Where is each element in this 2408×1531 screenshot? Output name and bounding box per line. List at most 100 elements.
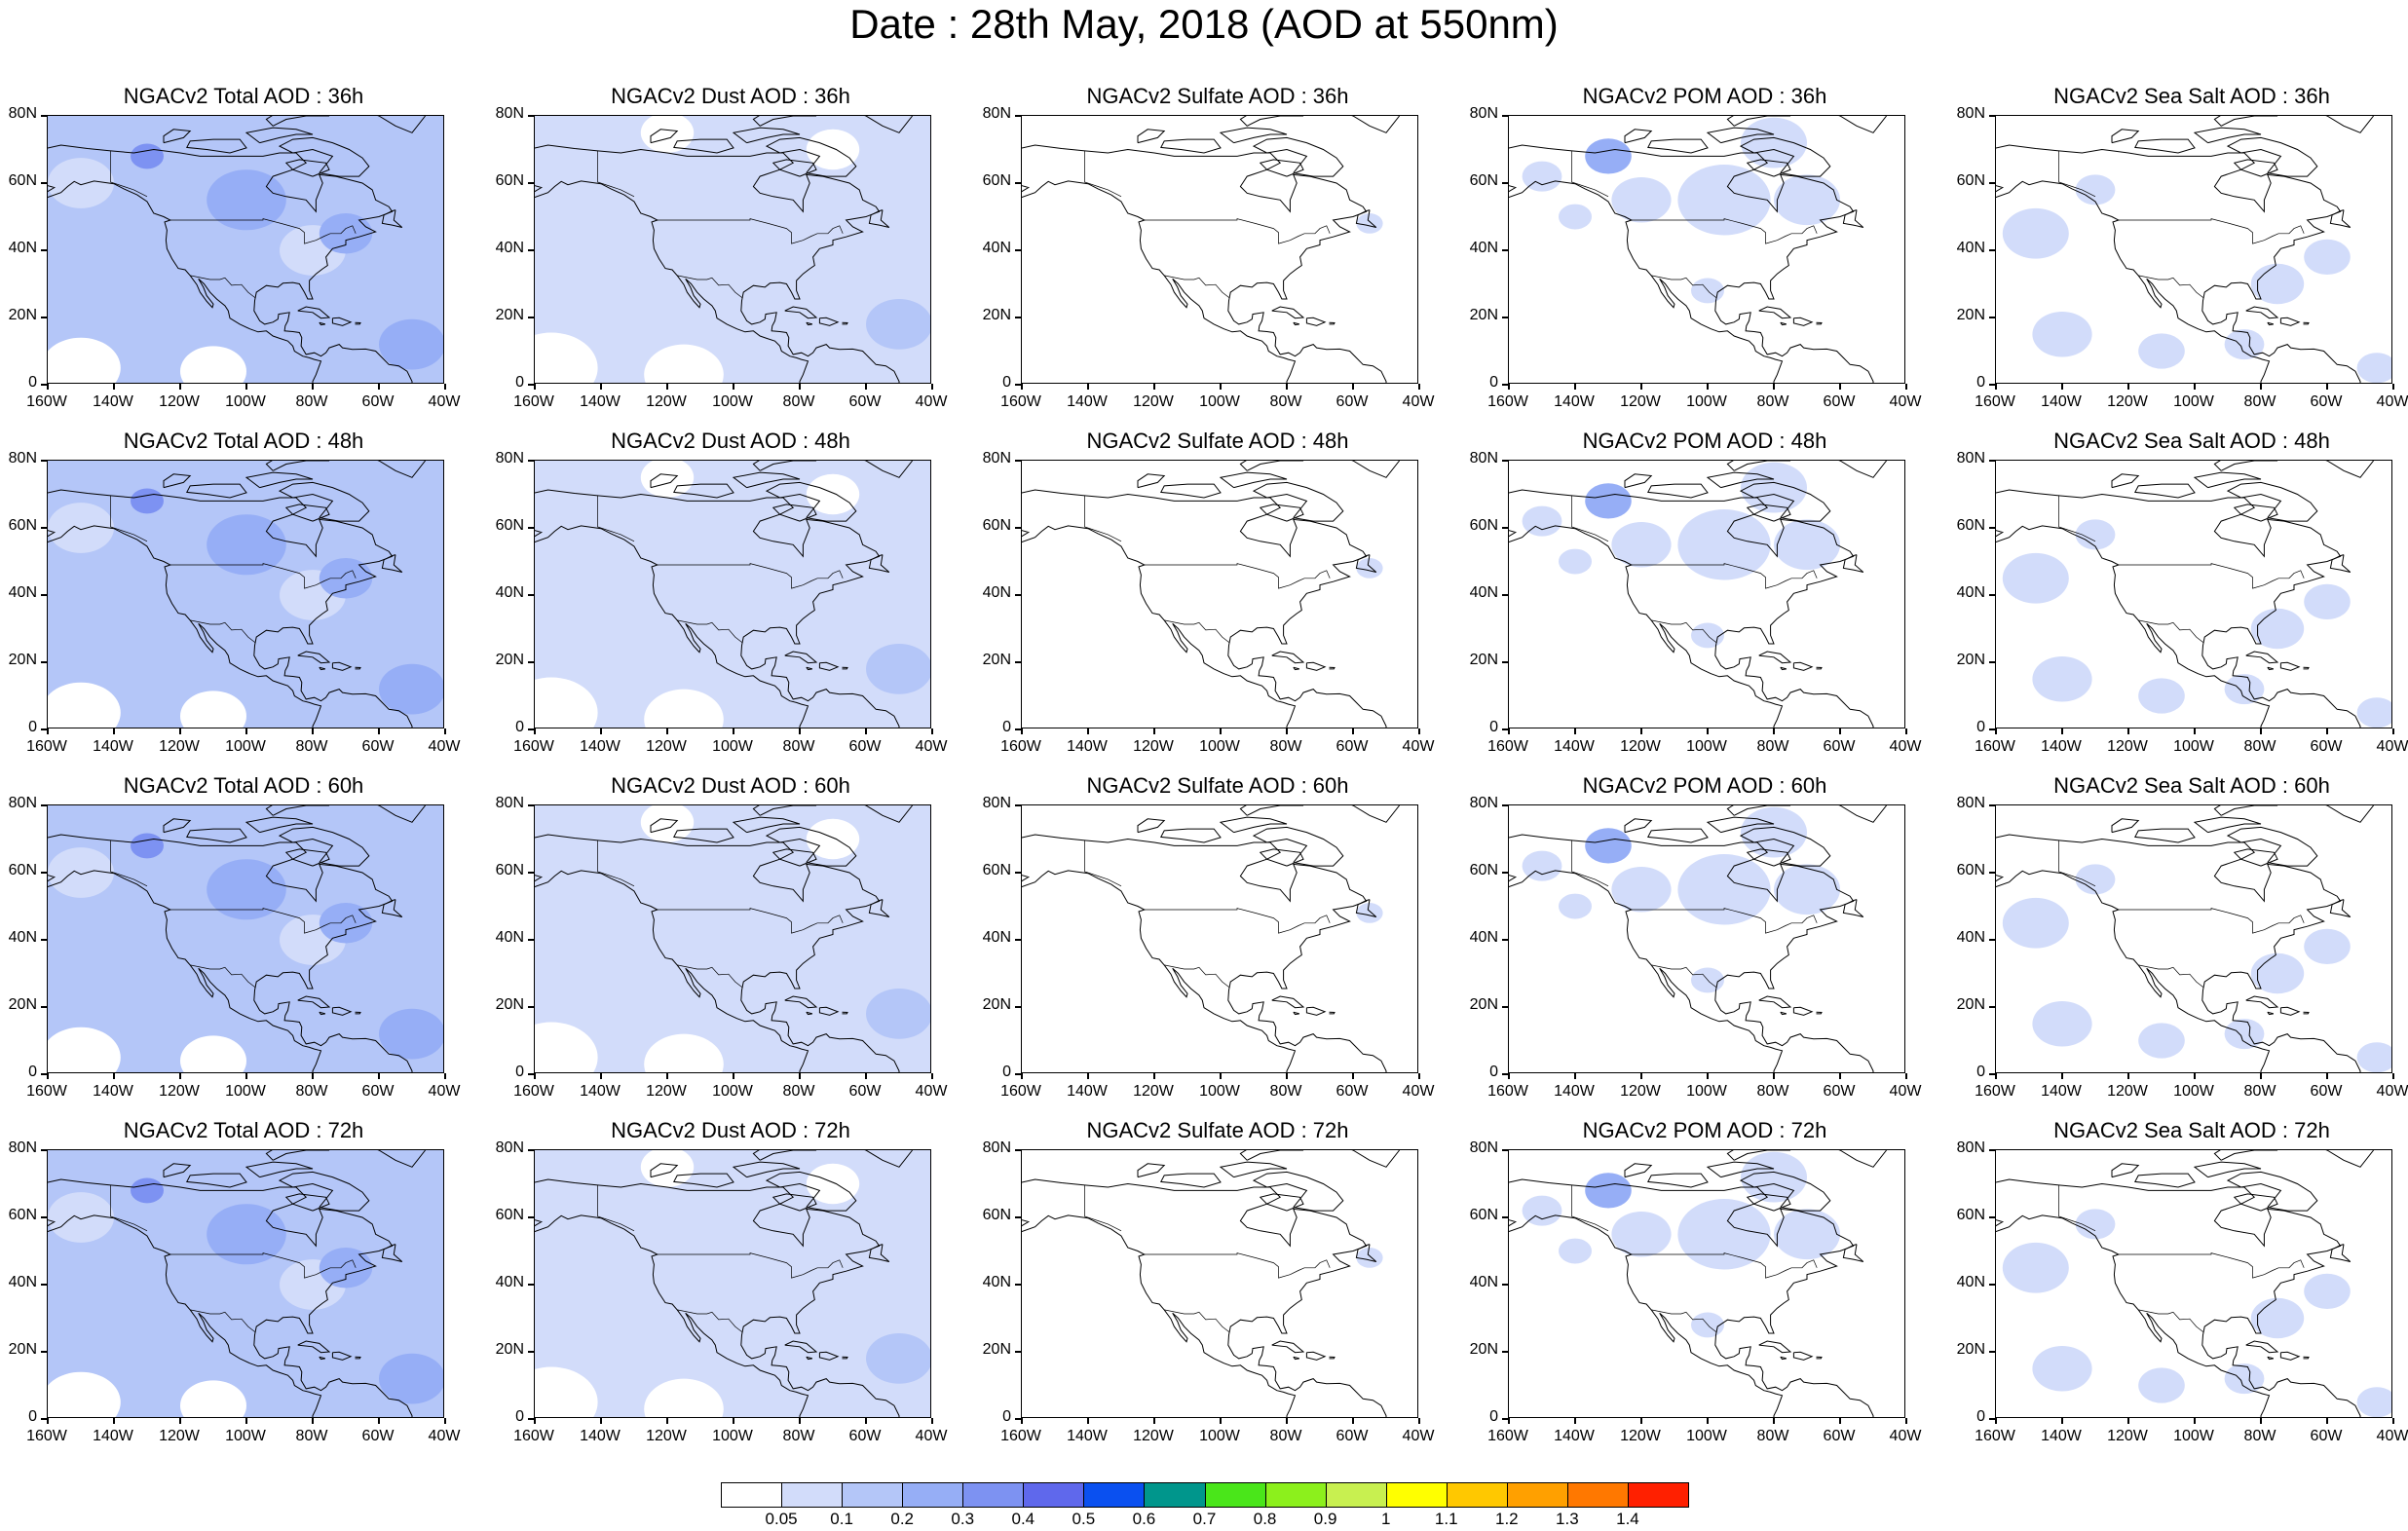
aod-shading-patch — [319, 558, 373, 599]
latitude-tick — [1015, 1073, 1021, 1075]
island-outline — [297, 995, 331, 1009]
island-outline — [278, 481, 370, 522]
coastline — [1022, 1178, 1387, 1417]
island-outline — [319, 1011, 326, 1016]
country-border — [677, 964, 743, 988]
longitude-tick-label: 40W — [1889, 738, 1922, 755]
colorbar-swatch — [1204, 1482, 1266, 1508]
map-frame — [1021, 1149, 1418, 1418]
coastline — [48, 489, 413, 728]
map-frame — [1508, 460, 1905, 728]
island-outline — [1838, 805, 1887, 823]
coastline — [535, 144, 900, 383]
country-border — [190, 1309, 256, 1332]
latitude-tick — [41, 527, 47, 529]
longitude-tick — [1352, 1418, 1354, 1424]
island-outline — [1780, 1011, 1787, 1016]
aod-shading-patch — [48, 158, 114, 208]
coastline — [1509, 489, 1874, 728]
longitude-tick-label: 100W — [1199, 393, 1240, 410]
longitude-tick-label: 80W — [782, 1083, 815, 1100]
latitude-tick — [528, 182, 534, 184]
latitude-tick — [41, 1418, 47, 1420]
latitude-tick — [1989, 115, 1995, 117]
aod-shading-patch — [180, 346, 246, 383]
longitude-tick-label: 80W — [1269, 1428, 1302, 1444]
longitude-tick — [245, 1418, 247, 1424]
longitude-tick — [1418, 1418, 1420, 1424]
island-outline — [842, 666, 848, 670]
island-outline — [1624, 473, 1653, 489]
aod-shading-patch — [1774, 1209, 1840, 1260]
latitude-tick-label: 40N — [1956, 584, 1985, 601]
map-panel: NGACv2 Dust AOD : 60h 80N 60N 40N 20N 0 160W 14… — [487, 773, 974, 1108]
coastline — [1509, 1178, 1874, 1417]
aod-shading-patch — [866, 989, 930, 1039]
longitude-tick-label: 100W — [2173, 393, 2214, 410]
latitude-tick-label: 60N — [8, 517, 37, 534]
longitude-tick — [378, 1073, 380, 1079]
island-outline — [2213, 805, 2277, 816]
island-outline — [2329, 899, 2352, 917]
longitude-tick-label: 40W — [1402, 1083, 1435, 1100]
island-outline — [765, 826, 857, 867]
longitude-tick-label: 160W — [513, 1428, 554, 1444]
longitude-tick — [1995, 1073, 1997, 1079]
map-panel: NGACv2 Sea Salt AOD : 36h 80N 60N 40N 20N 0 16… — [1948, 84, 2408, 419]
latitude-tick-label: 20N — [1469, 307, 1498, 323]
longitude-tick-label: 140W — [2041, 393, 2082, 410]
longitude-tick — [1153, 1073, 1155, 1079]
longitude-tick-label: 80W — [1269, 1083, 1302, 1100]
longitude-tick-label: 100W — [2173, 1428, 2214, 1444]
longitude-tick-label: 120W — [1133, 393, 1174, 410]
longitude-tick-label: 60W — [848, 1083, 882, 1100]
island-outline — [297, 651, 331, 664]
island-outline — [2134, 828, 2196, 843]
longitude-tick — [2194, 384, 2196, 390]
country-border — [1651, 275, 1717, 298]
country-border — [1084, 495, 1122, 542]
aod-shading-patch — [379, 318, 443, 370]
island-outline — [284, 848, 330, 867]
island-outline — [2193, 816, 2262, 834]
island-outline — [381, 554, 403, 573]
longitude-tick — [2326, 728, 2328, 734]
aod-shading-patch — [319, 1248, 373, 1288]
longitude-tick — [799, 1418, 801, 1424]
latitude-tick-label: 80N — [1956, 795, 1985, 811]
island-outline — [1647, 828, 1709, 843]
island-outline — [2279, 1006, 2301, 1016]
aod-shading-patch — [207, 1204, 286, 1265]
colorbar-label: 1 — [1380, 1510, 1391, 1528]
latitude-tick-label: 60N — [495, 172, 524, 189]
aod-shading-patch — [2224, 674, 2265, 705]
longitude-tick-label: 120W — [159, 393, 200, 410]
aod-shading-patch — [806, 818, 860, 860]
aod-shading-patch — [48, 503, 114, 553]
island-outline — [806, 1356, 813, 1361]
island-outline — [2134, 1173, 2196, 1188]
latitude-tick — [1989, 661, 1995, 663]
coastline — [1022, 144, 1387, 383]
aod-shading-patch — [1356, 558, 1383, 579]
aod-shading-patch — [2304, 1273, 2351, 1310]
longitude-tick — [1153, 384, 1155, 390]
island-outline — [818, 1351, 840, 1361]
island-outline — [163, 818, 192, 834]
map-panel: NGACv2 Sulfate AOD : 72h 80N 60N 40N 20N 0 160… — [974, 1118, 1461, 1453]
longitude-tick-label: 80W — [1269, 393, 1302, 410]
island-outline — [765, 1171, 857, 1212]
longitude-tick — [600, 1418, 602, 1424]
latitude-tick — [1015, 1149, 1021, 1151]
aod-shading-patch — [2002, 1242, 2069, 1293]
aod-shading-patch — [1585, 828, 1632, 864]
longitude-tick-label: 140W — [2041, 1428, 2082, 1444]
island-outline — [1239, 1150, 1303, 1161]
longitude-tick-label: 160W — [1487, 1428, 1528, 1444]
latitude-tick — [1502, 872, 1508, 874]
longitude-tick — [600, 728, 602, 734]
colorbar-label: 0.9 — [1313, 1510, 1337, 1528]
longitude-tick — [378, 1418, 380, 1424]
colorbar-swatch — [902, 1482, 964, 1508]
island-outline — [2226, 481, 2318, 522]
